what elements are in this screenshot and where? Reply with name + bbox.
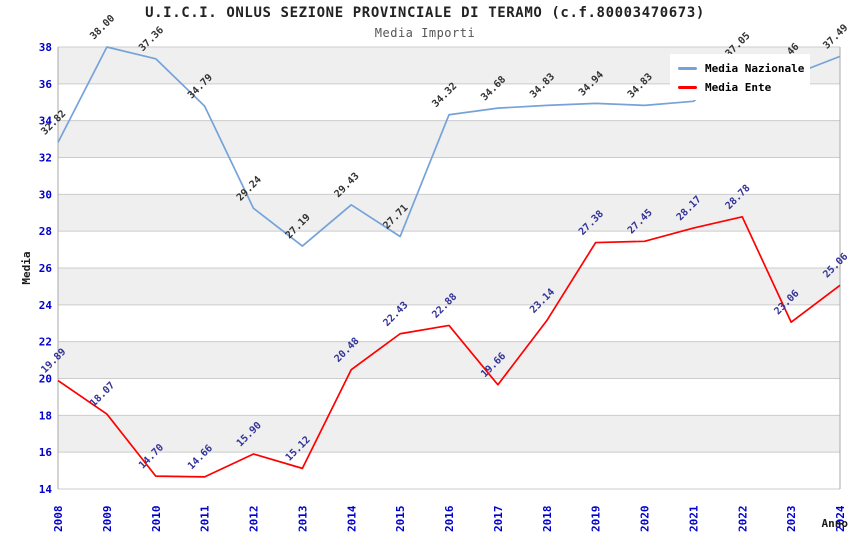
plot-band (58, 157, 840, 195)
plot-band (58, 231, 840, 268)
x-axis-title: Anno (822, 517, 849, 530)
y-tick-label: 34 (39, 115, 53, 128)
plot-band (58, 415, 840, 453)
y-axis-title: Media (20, 251, 33, 284)
legend-label-nazionale: Media Nazionale (705, 62, 805, 75)
legend-label-ente: Media Ente (705, 81, 772, 94)
x-tick-label: 2009 (101, 506, 114, 533)
legend-item-media-nazionale[interactable]: Media Nazionale (678, 59, 810, 78)
legend: Media Nazionale Media Ente (670, 54, 810, 100)
y-tick-label: 36 (39, 78, 53, 91)
y-tick-label: 16 (39, 446, 53, 459)
x-tick-label: 2015 (394, 506, 407, 533)
x-tick-label: 2023 (785, 506, 798, 533)
series-line-1 (57, 215, 841, 478)
chart-title: U.I.C.I. ONLUS SEZIONE PROVINCIALE DI TE… (145, 5, 705, 21)
chart-subtitle: Media Importi (374, 26, 476, 40)
y-tick-label: 14 (39, 483, 53, 496)
y-tick-label: 32 (39, 152, 52, 165)
x-tick-label: 2021 (687, 505, 700, 532)
plot-band (58, 120, 840, 158)
legend-swatch-ente-icon (678, 86, 697, 89)
x-tick-label: 2013 (296, 506, 309, 533)
x-tick-label: 2018 (541, 506, 554, 533)
x-tick-label: 2014 (345, 505, 358, 532)
plot-band (58, 341, 840, 379)
x-tick-label: 2008 (52, 506, 65, 533)
x-tick-label: 2017 (492, 506, 505, 533)
y-tick-label: 18 (39, 409, 52, 422)
x-tick-label: 2010 (150, 506, 163, 533)
x-tick-label: 2022 (736, 506, 749, 533)
x-tick-label: 2011 (199, 505, 212, 532)
plot-band (58, 304, 840, 342)
x-tick-label: 2024 (834, 505, 847, 532)
plot-band (58, 268, 840, 305)
y-tick-label: 28 (39, 225, 52, 238)
plot-band (58, 378, 840, 416)
plot-band (58, 452, 840, 489)
y-tick-label: 24 (39, 299, 53, 312)
y-tick-label: 22 (39, 336, 52, 349)
y-tick-label: 30 (39, 188, 52, 201)
legend-item-media-ente[interactable]: Media Ente (678, 78, 810, 97)
y-tick-label: 20 (39, 373, 52, 386)
y-tick-label: 38 (39, 41, 52, 54)
x-tick-label: 2016 (443, 505, 456, 532)
y-tick-label: 26 (39, 262, 53, 275)
x-tick-label: 2012 (248, 506, 261, 533)
legend-swatch-nazionale-icon (678, 67, 697, 70)
x-tick-label: 2020 (639, 506, 652, 533)
plot-band (58, 194, 840, 232)
x-tick-label: 2019 (590, 506, 603, 533)
